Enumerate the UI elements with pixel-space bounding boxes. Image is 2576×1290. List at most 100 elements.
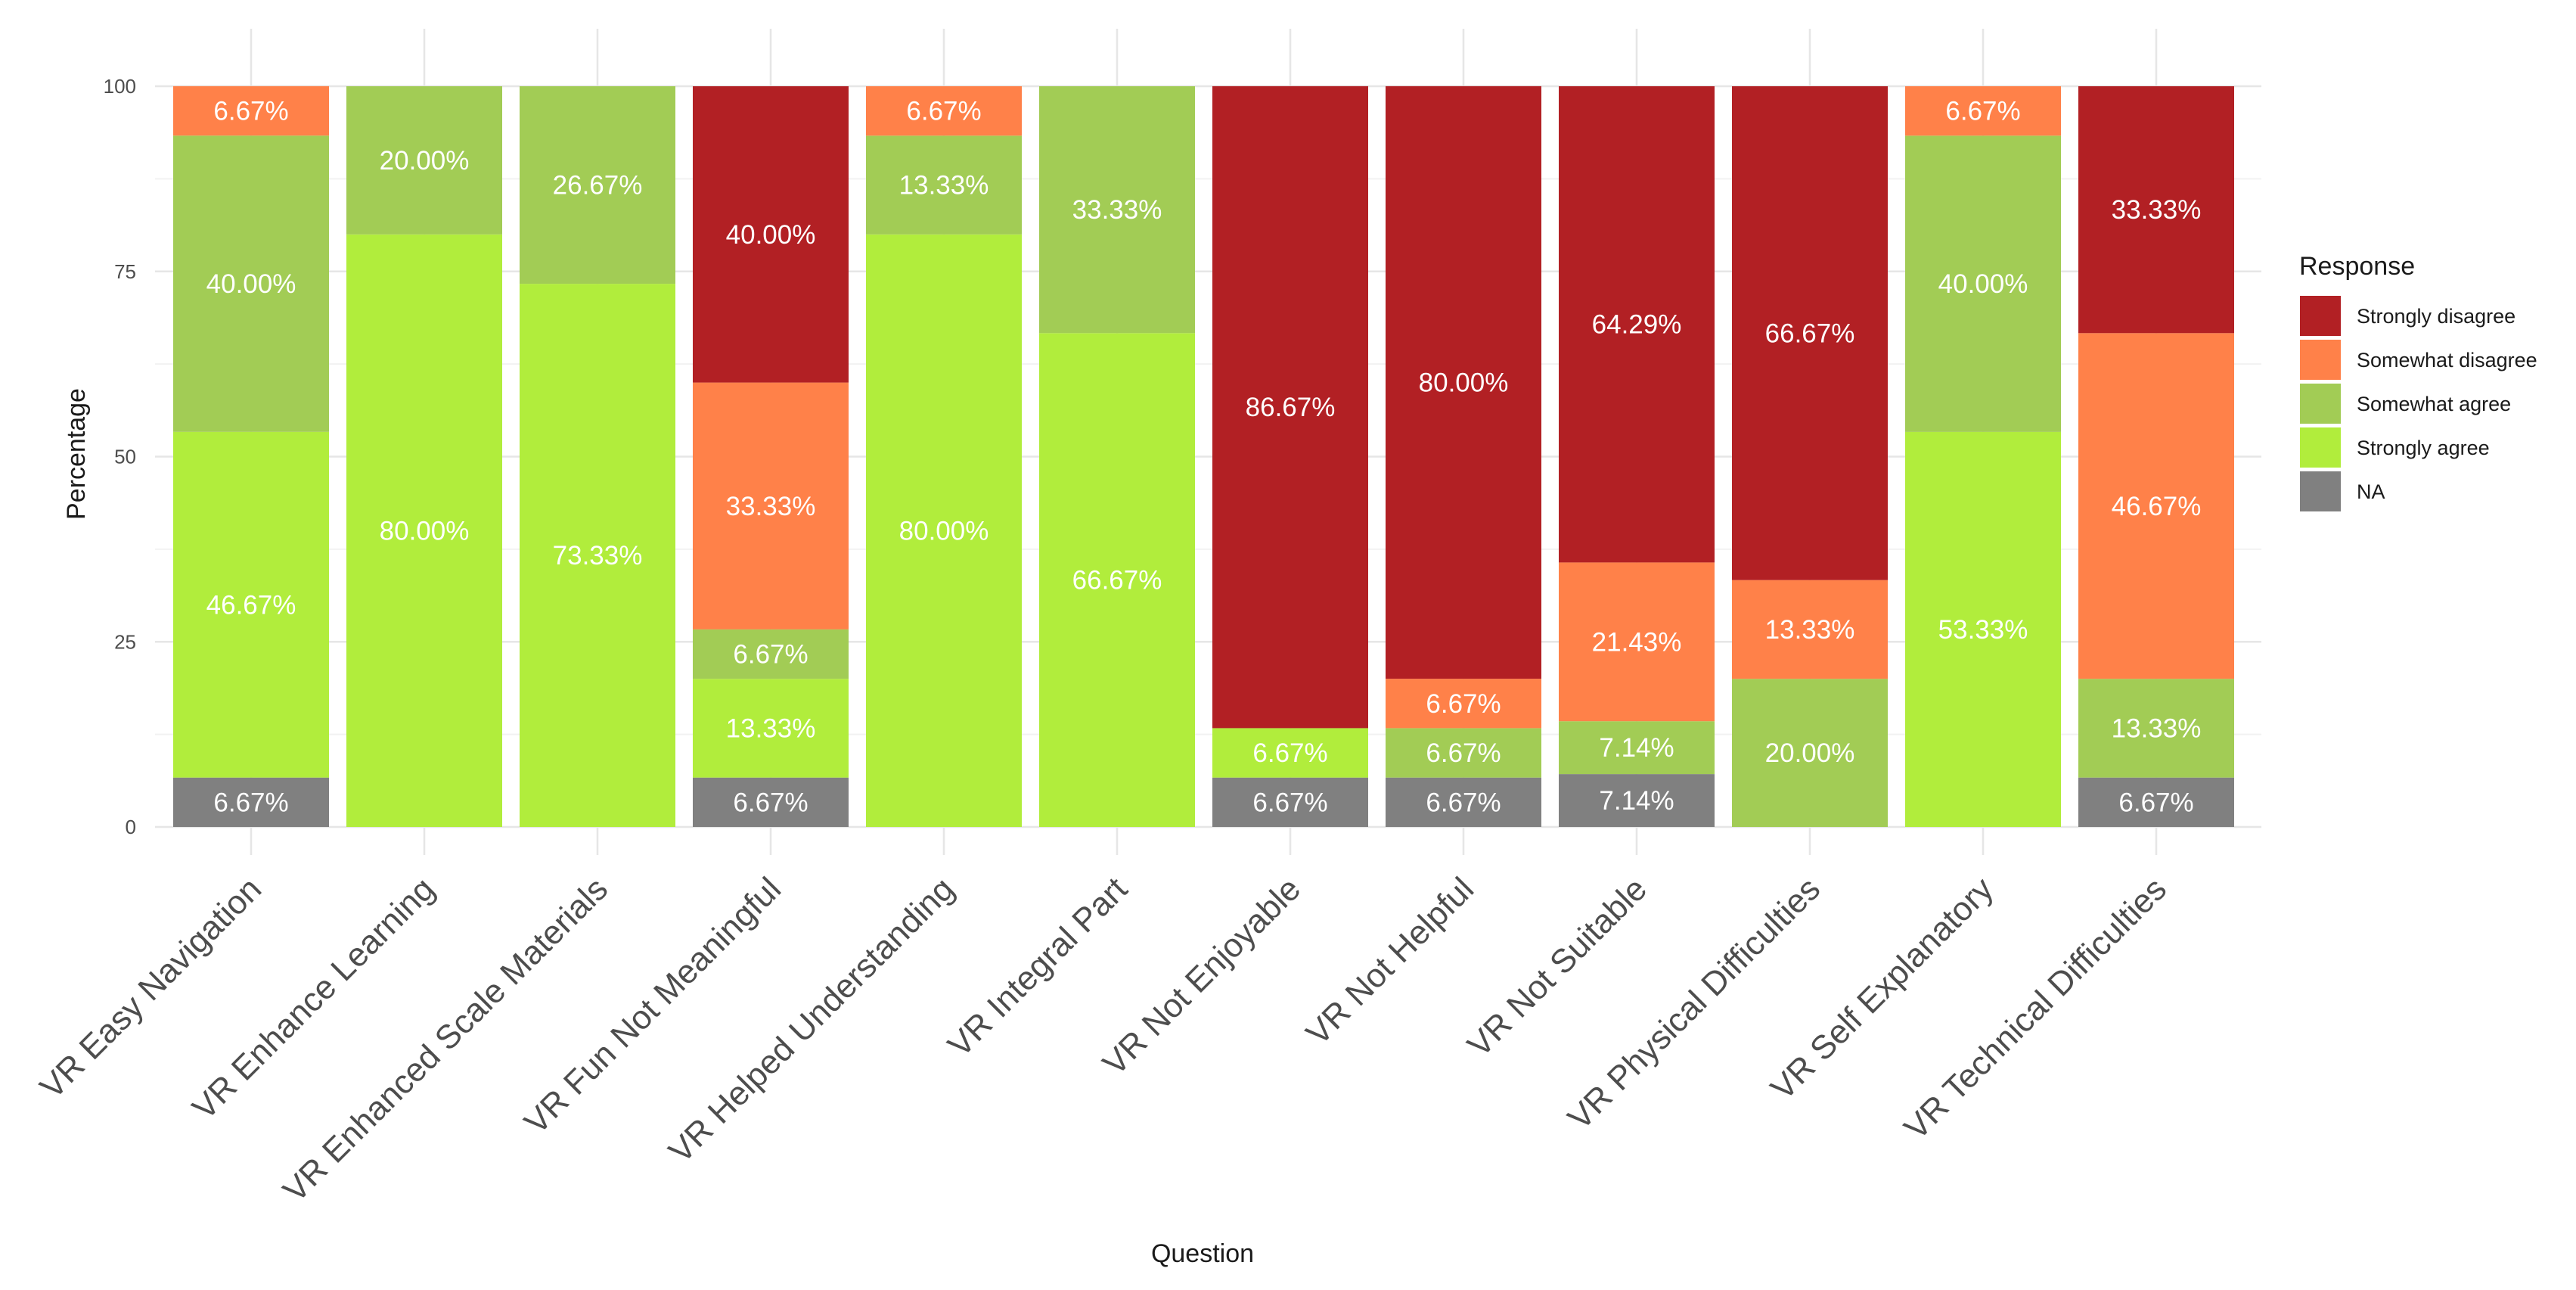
y-tick-label: 50 [114,446,136,468]
segment-value-label: 46.67% [206,590,296,620]
segment-value-label: 26.67% [553,171,643,200]
bar-segment [1905,86,2061,136]
x-tick-label: VR Not Suitable [1460,870,1654,1064]
y-axis-ticks: 0 25 50 75 100 [104,75,136,838]
bar-segment [173,431,329,778]
legend-items: Strongly disagree Somewhat disagree Somewh… [2300,296,2537,511]
legend-title: Response [2299,252,2415,281]
y-tick-label: 25 [114,630,136,653]
bar-segment [520,86,675,284]
bar-segment [1732,86,1888,580]
y-axis-title: Percentage [62,388,91,520]
bar-segment [1559,562,1715,722]
segment-value-label: 53.33% [1938,615,2028,645]
bar-segment [866,234,1022,827]
bar-segment [1039,86,1195,334]
segment-value-label: 20.00% [1765,738,1855,768]
bar-segment [1559,721,1715,775]
segment-value-label: 6.67% [1252,738,1327,768]
segment-value-label: 40.00% [206,269,296,299]
bar-segment [2078,86,2234,334]
segment-value-label: 21.43% [1592,627,1682,657]
bar-segment [520,284,675,827]
legend-label: NA [2357,480,2385,503]
segment-value-label: 6.67% [1945,97,2020,126]
segment-value-label: 6.67% [213,97,288,126]
segment-value-label: 33.33% [726,492,816,521]
bar-segment [1559,774,1715,827]
bar-segment [1386,777,1541,827]
segment-labels-layer: 6.67% 46.67% 40.00% 6.67% 80.00% 20.00% 73.33%… [206,97,2202,818]
bar-segment [693,86,849,383]
bar-segment [693,679,849,778]
bar-segment [693,777,849,827]
x-tick-label: VR Integral Part [941,870,1134,1064]
bar-segment [173,135,329,432]
legend-label: Strongly disagree [2357,305,2515,328]
segment-value-label: 86.67% [1246,393,1336,422]
x-tick-label: VR Enhanced Scale Materials [276,870,615,1209]
bar-segment [1905,431,2061,827]
x-tick-label: VR Not Helpful [1299,870,1481,1052]
segment-value-label: 6.67% [1252,788,1327,817]
segment-value-label: 33.33% [2112,195,2202,225]
segment-value-label: 46.67% [2112,492,2202,521]
bar-segment [1386,679,1541,729]
legend-swatch [2300,296,2341,336]
segment-value-label: 7.14% [1599,786,1674,816]
bar-segment [693,382,849,629]
segment-value-label: 6.67% [1426,788,1501,817]
bar-segment [346,234,502,827]
bar-segment [866,86,1022,136]
bar-segment [1905,135,2061,432]
segment-value-label: 13.33% [1765,615,1855,645]
legend-label: Somewhat agree [2357,393,2511,415]
segment-value-label: 66.67% [1072,566,1162,595]
bar-segment [693,629,849,679]
segment-value-label: 6.67% [733,640,808,670]
legend-label: Somewhat disagree [2357,349,2537,371]
segment-value-label: 7.14% [1599,733,1674,763]
bar-segment [1559,86,1715,563]
segment-value-label: 13.33% [726,713,816,743]
segment-value-label: 33.33% [1072,195,1162,225]
bar-segment [2078,679,2234,778]
segment-value-label: 6.67% [1426,738,1501,768]
bar-segment [1386,728,1541,778]
segment-value-label: 6.67% [213,788,288,817]
segment-value-label: 73.33% [553,541,643,570]
bar-segment [173,85,329,136]
segment-value-label: 80.00% [380,516,470,546]
segment-value-label: 6.67% [733,788,808,817]
bar-segment [173,777,329,827]
segment-value-label: 40.00% [1938,269,2028,299]
segment-value-label: 80.00% [1419,368,1509,398]
bar-segment [2078,333,2234,679]
legend-label: Strongly agree [2357,437,2490,459]
x-tick-label: VR Helped Understanding [662,870,961,1170]
bar-segment [1212,85,1368,729]
bar-segment [1732,679,1888,827]
y-tick-label: 100 [104,75,136,98]
segment-value-label: 6.67% [2118,788,2193,817]
bar-segment [1386,85,1541,679]
legend: Response Strongly disagree Somewhat disag… [2299,252,2537,511]
segment-value-label: 66.67% [1765,319,1855,348]
y-tick-label: 75 [114,260,136,283]
segment-value-label: 13.33% [899,171,989,200]
segment-value-label: 20.00% [380,146,470,176]
legend-swatch [2300,384,2341,424]
segment-value-label: 80.00% [899,516,989,546]
bar-segment [346,86,502,235]
segment-value-label: 6.67% [1426,689,1501,719]
bar-segment [2078,777,2234,827]
bars-layer [173,85,2234,828]
bar-segment [1732,580,1888,679]
segment-value-label: 64.29% [1592,310,1682,340]
segment-value-label: 40.00% [726,220,816,250]
legend-swatch [2300,340,2341,380]
segment-value-label: 13.33% [2112,713,2202,743]
